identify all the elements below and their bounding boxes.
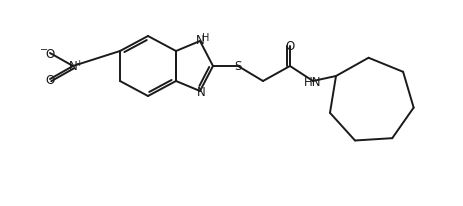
Text: O: O (285, 39, 294, 52)
Text: S: S (234, 60, 242, 73)
Text: N: N (196, 34, 204, 47)
Text: N: N (69, 60, 77, 73)
Text: HN: HN (304, 75, 322, 88)
Text: H: H (202, 33, 210, 43)
Text: −: − (40, 45, 48, 55)
Text: O: O (45, 73, 55, 86)
Text: +: + (75, 58, 82, 67)
Text: O: O (45, 47, 55, 60)
Text: N: N (197, 86, 206, 99)
